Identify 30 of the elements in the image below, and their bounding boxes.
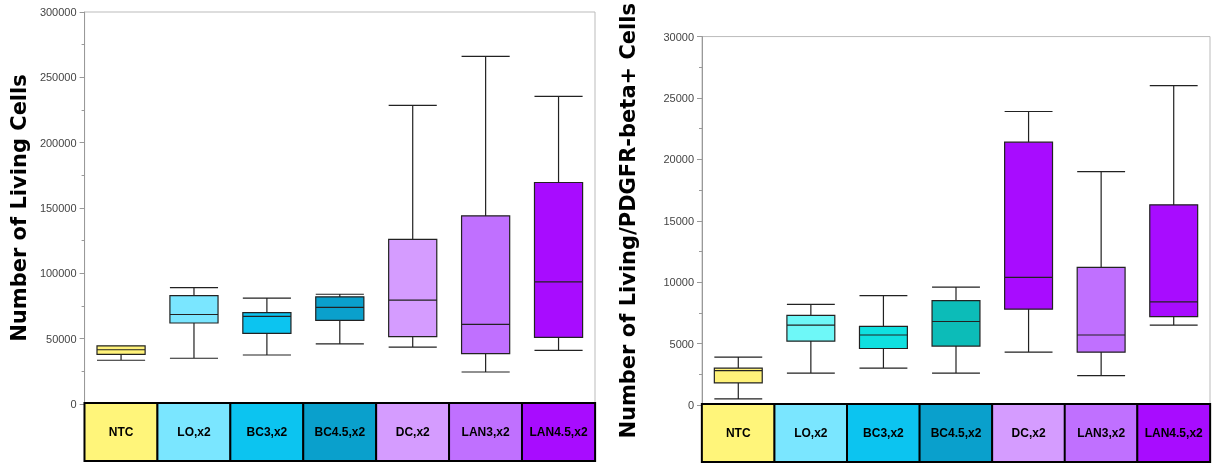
x-tick-label: LO,x2 [794, 426, 828, 440]
y-tick-label: 200000 [39, 136, 77, 149]
x-tick-label: NTC [108, 425, 134, 439]
y-tick-label: 250000 [39, 71, 77, 84]
x-tick-label: BC3,x2 [863, 426, 905, 440]
x-tick-label: LO,x2 [177, 425, 211, 439]
x-tick-label: BC3,x2 [246, 425, 288, 439]
y-tick-label: 5000 [669, 337, 694, 350]
x-tick-label: BC4.5,x2 [314, 425, 366, 439]
y-tick-label: 150000 [39, 202, 77, 214]
y-axis-title: Number of Living/PDGFR-beta+ Cells [615, 3, 640, 439]
y-tick-label: 0 [687, 399, 694, 411]
x-tick-label: NTC [725, 426, 751, 440]
x-tick-label: LAN3,x2 [461, 425, 510, 439]
y-tick-label: 50000 [46, 332, 77, 345]
y-tick-label: 30000 [663, 30, 694, 43]
y-tick-label: 300000 [39, 6, 77, 18]
y-tick-label: 0 [70, 398, 77, 410]
x-tick-label: DC,x2 [1011, 426, 1046, 440]
x-tick-label: LAN4.5,x2 [529, 425, 588, 439]
y-tick-label: 15000 [663, 214, 694, 227]
y-tick-label: 25000 [663, 91, 694, 104]
x-tick-label: LAN3,x2 [1077, 426, 1126, 440]
x-tick-label: LAN4.5,x2 [1144, 426, 1204, 440]
y-tick-label: 20000 [663, 153, 694, 166]
x-tick-label: DC,x2 [395, 425, 431, 439]
x-tick-label: BC4.5,x2 [930, 426, 982, 440]
y-tick-label: 10000 [663, 276, 694, 289]
y-axis-title: Number of Living Cells [6, 74, 31, 342]
y-tick-label: 100000 [39, 267, 77, 280]
